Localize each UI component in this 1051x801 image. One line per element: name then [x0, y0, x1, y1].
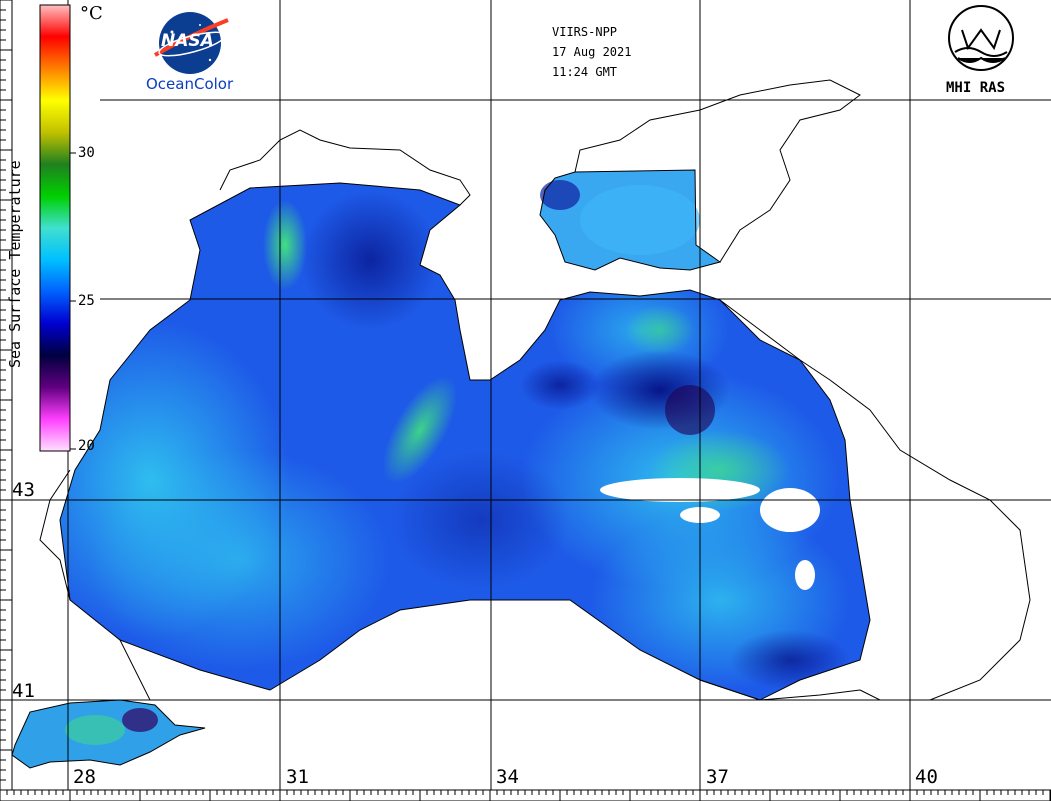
mhi-ras-label: MHI RAS: [946, 80, 1006, 96]
left-scale-bar: [0, 0, 13, 791]
longitude-label-31: 31: [286, 766, 309, 788]
left-scale-ticks: [0, 0, 12, 781]
colorbar-tick-30: 30: [78, 145, 95, 161]
longitude-label-40: 40: [915, 766, 938, 788]
colorbar: [39, 4, 71, 452]
colorbar-tick-25: 25: [78, 293, 95, 309]
latitude-label-43: 43: [12, 479, 35, 501]
latitude-label-41: 41: [12, 680, 35, 702]
longitude-label-37: 37: [706, 766, 729, 788]
longitude-label-28: 28: [73, 766, 96, 788]
satellite-label: VIIRS-NPP: [552, 25, 618, 39]
marmara-sea-sst: [11, 699, 206, 769]
colorbar-tick-20: 20: [78, 438, 95, 454]
nasa-logo-text: NASA: [161, 31, 214, 51]
nasa-logo: [154, 12, 229, 74]
mhi-ras-logo: [948, 5, 1014, 71]
time-label: 11:24 GMT: [552, 65, 618, 79]
azov-sea-sst: [539, 169, 722, 271]
longitude-label-34: 34: [496, 766, 519, 788]
colorbar-title: Sea Surface Temperature: [6, 160, 24, 368]
bottom-scale-ticks: [0, 790, 1051, 801]
oceancolor-label: OceanColor: [146, 75, 234, 93]
colorbar-unit: °C: [80, 3, 103, 24]
date-label: 17 Aug 2021: [552, 45, 632, 59]
